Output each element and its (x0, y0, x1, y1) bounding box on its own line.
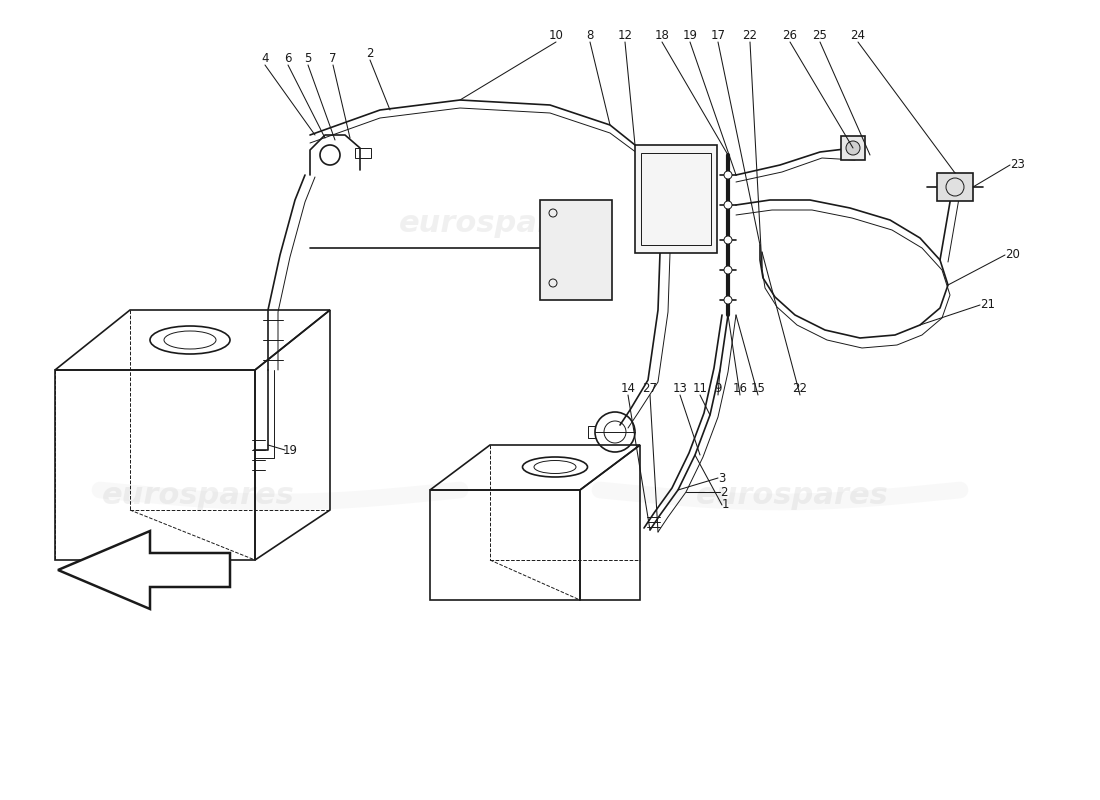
Circle shape (724, 236, 732, 244)
Text: 2: 2 (720, 486, 727, 498)
Text: 3: 3 (718, 471, 725, 485)
Text: 27: 27 (642, 382, 658, 395)
Text: 7: 7 (329, 52, 337, 65)
Text: 18: 18 (654, 29, 670, 42)
FancyBboxPatch shape (937, 173, 974, 201)
Text: 5: 5 (305, 52, 311, 65)
Circle shape (846, 141, 860, 155)
Text: 22: 22 (742, 29, 758, 42)
Text: 10: 10 (549, 29, 563, 42)
Text: 9: 9 (714, 382, 722, 395)
Text: 15: 15 (750, 382, 766, 395)
FancyBboxPatch shape (842, 136, 865, 160)
Text: 16: 16 (733, 382, 748, 395)
Text: eurospares: eurospares (398, 210, 592, 238)
Text: 19: 19 (682, 29, 697, 42)
Text: 12: 12 (617, 29, 632, 42)
Text: 20: 20 (1005, 249, 1020, 262)
Circle shape (724, 201, 732, 209)
Text: 21: 21 (980, 298, 996, 311)
Text: 13: 13 (672, 382, 688, 395)
Text: 2: 2 (366, 47, 374, 60)
Text: 8: 8 (586, 29, 594, 42)
Text: eurospares: eurospares (695, 482, 889, 510)
Text: 4: 4 (262, 52, 268, 65)
Text: 17: 17 (711, 29, 726, 42)
Polygon shape (58, 531, 230, 609)
Text: 22: 22 (792, 382, 807, 395)
FancyBboxPatch shape (540, 200, 612, 300)
Text: 11: 11 (693, 382, 707, 395)
Text: 26: 26 (782, 29, 797, 42)
Circle shape (724, 266, 732, 274)
Text: 24: 24 (850, 29, 866, 42)
Text: 1: 1 (722, 498, 729, 511)
Text: 6: 6 (284, 52, 292, 65)
Circle shape (724, 171, 732, 179)
Text: 19: 19 (283, 443, 297, 457)
FancyBboxPatch shape (635, 145, 717, 253)
Text: 25: 25 (813, 29, 827, 42)
Text: eurospares: eurospares (101, 482, 295, 510)
Text: 14: 14 (620, 382, 636, 395)
Circle shape (724, 296, 732, 304)
Text: 23: 23 (1010, 158, 1025, 171)
